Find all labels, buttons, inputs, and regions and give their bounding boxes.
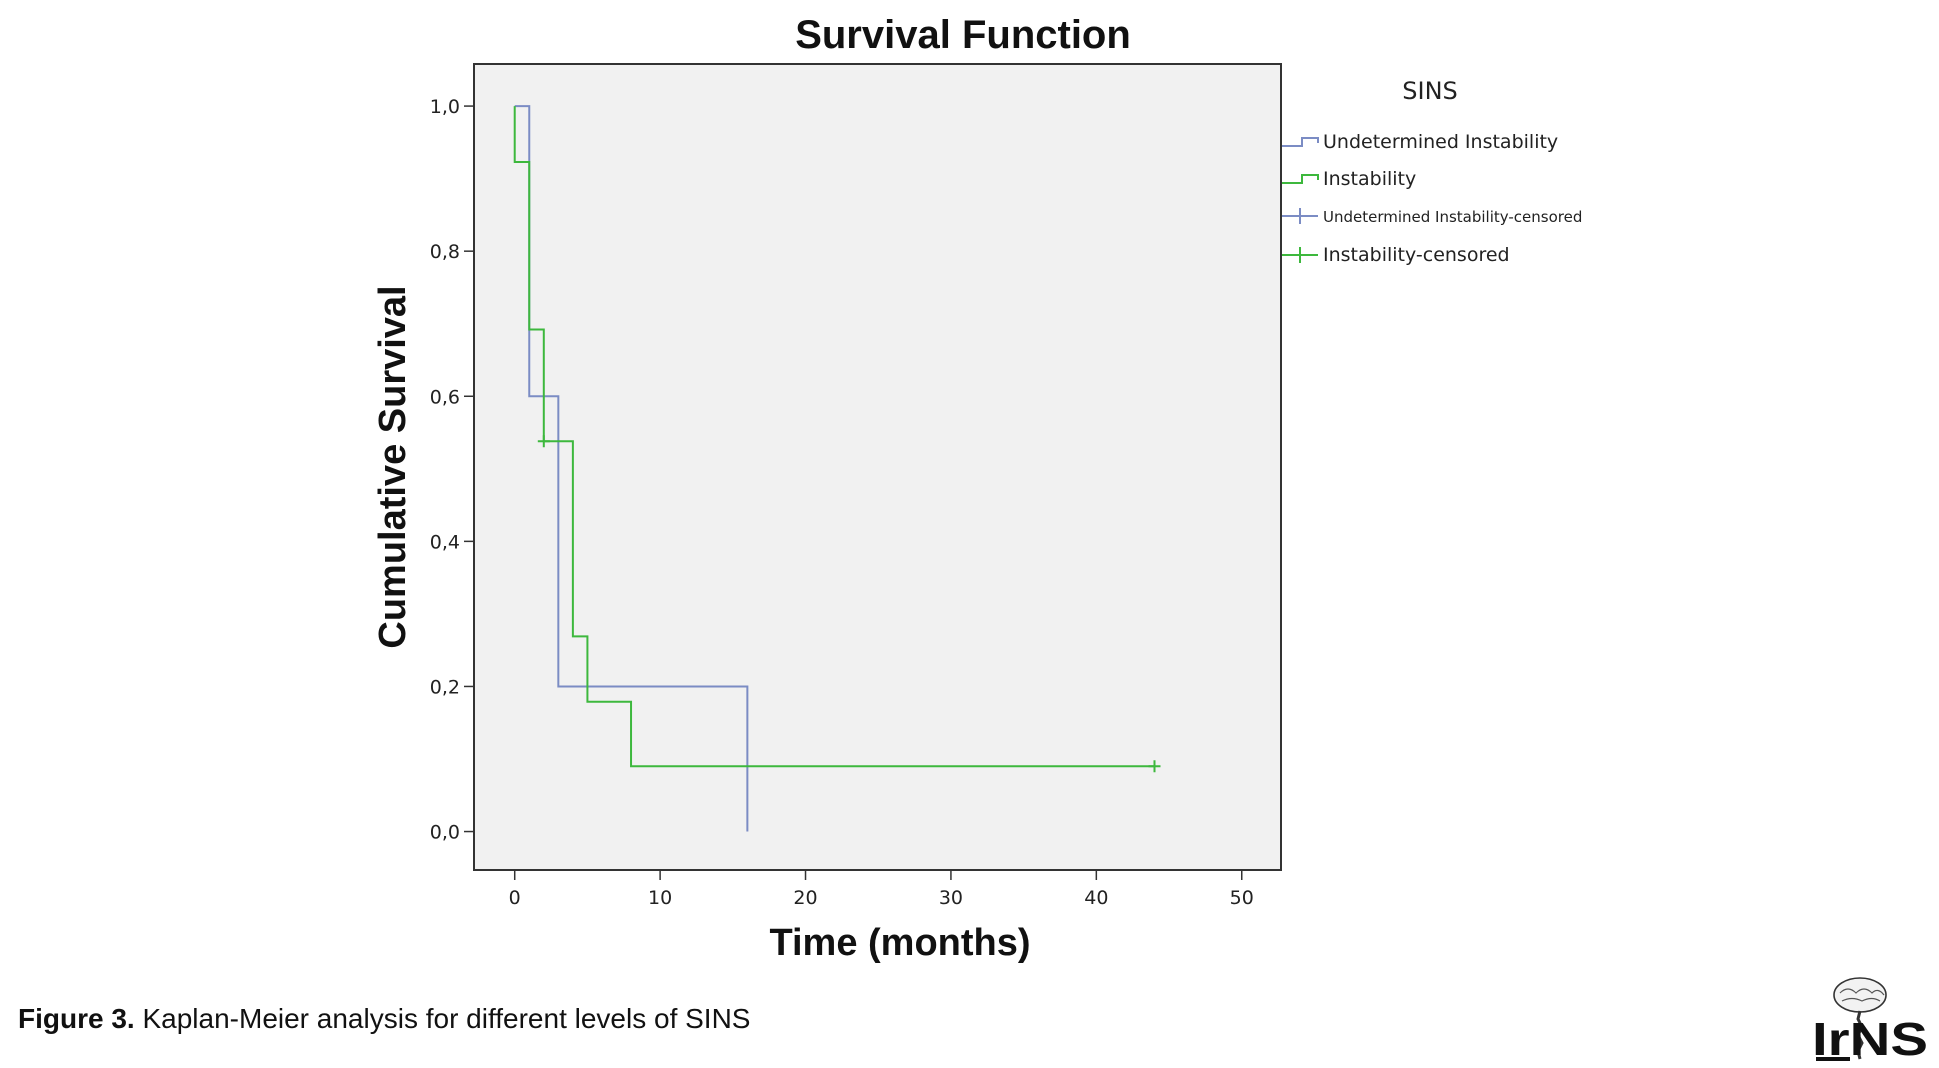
figure-caption: Figure 3. Kaplan-Meier analysis for diff… (18, 1003, 750, 1035)
x-tick-label: 0 (509, 887, 521, 909)
logo-text: IrNS (1812, 1013, 1928, 1065)
y-axis: 0,0 0,2 0,4 0,6 0,8 1,0 (430, 96, 474, 844)
legend: SINS Undetermined Instability Instability… (1282, 77, 1582, 266)
x-tick-label: 20 (793, 887, 817, 909)
x-tick-label: 40 (1084, 887, 1108, 909)
y-tick-label: 0,0 (430, 822, 460, 844)
x-axis-title: Time (months) (769, 922, 1030, 964)
x-tick-label: 10 (648, 887, 672, 909)
brain-spine-logo-icon: IrNS (1812, 977, 1928, 1065)
y-tick-label: 0,8 (430, 241, 460, 263)
y-tick-label: 0,2 (430, 676, 460, 698)
x-tick-label: 30 (939, 887, 963, 909)
caption-label: Figure 3. (18, 1003, 135, 1034)
legend-swatch-instability (1282, 174, 1319, 184)
y-axis-title: Cumulative Survival (372, 285, 414, 648)
survival-line-undetermined (514, 105, 749, 832)
chart-title: Survival Function (795, 13, 1131, 57)
x-axis: 0 10 20 30 40 50 (509, 870, 1254, 909)
y-tick-label: 0,4 (430, 531, 460, 553)
legend-censor-swatch-undetermined (1282, 208, 1318, 224)
censor-mark-instability (537, 435, 550, 448)
legend-label: Undetermined Instability-censored (1323, 208, 1582, 226)
series-layer (513, 105, 1161, 832)
y-tick-label: 1,0 (430, 96, 460, 118)
censor-mark-instability (1148, 760, 1161, 773)
plot-area (473, 63, 1282, 871)
survival-line-instability (513, 106, 1155, 768)
legend-swatch-undetermined (1282, 137, 1319, 147)
x-tick-label: 50 (1230, 887, 1254, 909)
legend-title: SINS (1402, 77, 1458, 105)
y-tick-label: 0,6 (430, 386, 460, 408)
legend-censor-swatch-instability (1282, 247, 1318, 263)
legend-label: Undetermined Instability (1323, 131, 1558, 153)
caption-text: Kaplan-Meier analysis for different leve… (142, 1003, 751, 1034)
legend-label: Instability-censored (1323, 244, 1510, 266)
legend-label: Instability (1323, 168, 1416, 190)
